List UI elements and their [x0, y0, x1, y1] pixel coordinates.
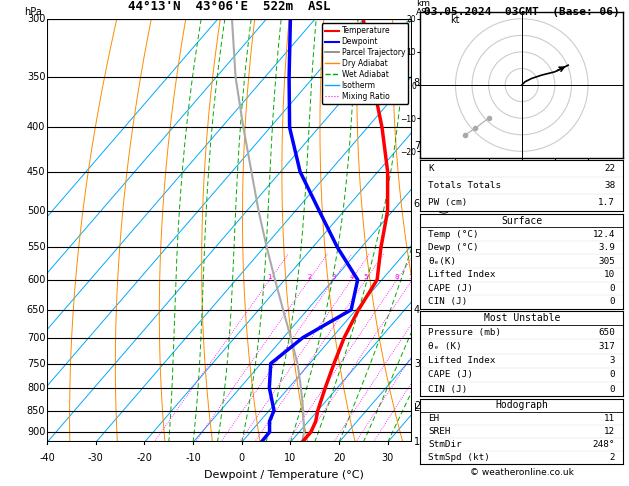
Text: K: K — [428, 164, 434, 174]
Text: CAPE (J): CAPE (J) — [428, 370, 473, 380]
Text: CIN (J): CIN (J) — [428, 384, 468, 394]
Text: 2: 2 — [610, 453, 615, 462]
Text: Lifted Index: Lifted Index — [428, 356, 496, 365]
Text: 8: 8 — [395, 274, 399, 280]
Text: 300: 300 — [27, 15, 45, 24]
Text: Temp (°C): Temp (°C) — [428, 230, 479, 239]
Text: 700: 700 — [27, 332, 45, 343]
Text: 350: 350 — [27, 72, 45, 82]
Text: 550: 550 — [26, 242, 45, 252]
Text: 0: 0 — [238, 453, 245, 463]
Text: Most Unstable: Most Unstable — [484, 313, 560, 323]
Legend: Temperature, Dewpoint, Parcel Trajectory, Dry Adiabat, Wet Adiabat, Isotherm, Mi: Temperature, Dewpoint, Parcel Trajectory… — [322, 23, 408, 104]
Text: PW (cm): PW (cm) — [428, 198, 468, 208]
Text: 3: 3 — [610, 356, 615, 365]
Text: 3.9: 3.9 — [598, 243, 615, 252]
Text: 1: 1 — [414, 437, 420, 447]
Text: km
ASL: km ASL — [416, 0, 433, 17]
Text: 248°: 248° — [593, 440, 615, 449]
Text: 22: 22 — [604, 164, 615, 174]
Text: 38: 38 — [604, 181, 615, 191]
Text: StmSpd (kt): StmSpd (kt) — [428, 453, 490, 462]
Text: EH: EH — [428, 414, 440, 423]
Text: Mixing Ratio (g/kg): Mixing Ratio (g/kg) — [440, 185, 450, 277]
Text: © weatheronline.co.uk: © weatheronline.co.uk — [470, 468, 574, 477]
Text: 600: 600 — [27, 275, 45, 285]
Text: kt: kt — [450, 16, 460, 25]
Text: 750: 750 — [26, 359, 45, 368]
Text: CIN (J): CIN (J) — [428, 297, 468, 306]
Text: 1: 1 — [267, 274, 272, 280]
Text: Lifted Index: Lifted Index — [428, 270, 496, 279]
Text: LCL: LCL — [414, 403, 431, 413]
Text: Totals Totals: Totals Totals — [428, 181, 501, 191]
Text: Surface: Surface — [501, 216, 542, 226]
Text: 3: 3 — [331, 274, 336, 280]
Text: -30: -30 — [88, 453, 104, 463]
Text: -40: -40 — [39, 453, 55, 463]
Text: 30: 30 — [382, 453, 394, 463]
Text: 0: 0 — [610, 370, 615, 380]
Text: 0: 0 — [610, 284, 615, 293]
Text: 8: 8 — [414, 78, 420, 87]
Text: 450: 450 — [27, 167, 45, 177]
Text: 2: 2 — [307, 274, 311, 280]
Text: 6: 6 — [414, 199, 420, 208]
Text: 800: 800 — [27, 383, 45, 393]
Text: 11: 11 — [604, 414, 615, 423]
Text: 3: 3 — [414, 359, 420, 368]
Text: 10: 10 — [284, 453, 296, 463]
Text: 12.4: 12.4 — [593, 230, 615, 239]
Text: 500: 500 — [27, 206, 45, 216]
Text: 4: 4 — [349, 274, 353, 280]
Text: 4: 4 — [414, 305, 420, 315]
Text: CAPE (J): CAPE (J) — [428, 284, 473, 293]
Text: 650: 650 — [598, 328, 615, 337]
Text: θₑ(K): θₑ(K) — [428, 257, 457, 266]
Text: 2: 2 — [414, 401, 420, 411]
Text: 900: 900 — [27, 427, 45, 437]
Text: 850: 850 — [27, 405, 45, 416]
Text: Dewp (°C): Dewp (°C) — [428, 243, 479, 252]
Text: Hodograph: Hodograph — [495, 400, 548, 410]
Text: Dewpoint / Temperature (°C): Dewpoint / Temperature (°C) — [204, 470, 364, 480]
Text: -10: -10 — [185, 453, 201, 463]
Text: 03.05.2024  03GMT  (Base: 06): 03.05.2024 03GMT (Base: 06) — [424, 7, 620, 17]
Text: 10: 10 — [408, 274, 417, 280]
Text: Pressure (mb): Pressure (mb) — [428, 328, 501, 337]
Text: 10: 10 — [604, 270, 615, 279]
Text: 0: 0 — [610, 384, 615, 394]
Text: 1.7: 1.7 — [598, 198, 615, 208]
Text: 5: 5 — [364, 274, 368, 280]
Text: SREH: SREH — [428, 427, 451, 436]
Text: 0: 0 — [610, 297, 615, 306]
Text: θₑ (K): θₑ (K) — [428, 342, 462, 351]
Text: 7: 7 — [414, 141, 420, 151]
Text: hPa: hPa — [24, 7, 42, 17]
Text: 12: 12 — [604, 427, 615, 436]
Text: 305: 305 — [598, 257, 615, 266]
Text: 317: 317 — [598, 342, 615, 351]
Text: -20: -20 — [136, 453, 152, 463]
Text: 44°13'N  43°06'E  522m  ASL: 44°13'N 43°06'E 522m ASL — [128, 0, 331, 13]
Text: StmDir: StmDir — [428, 440, 462, 449]
Text: 20: 20 — [333, 453, 345, 463]
Text: 400: 400 — [27, 122, 45, 133]
Text: 5: 5 — [414, 249, 420, 259]
Text: 650: 650 — [27, 305, 45, 315]
